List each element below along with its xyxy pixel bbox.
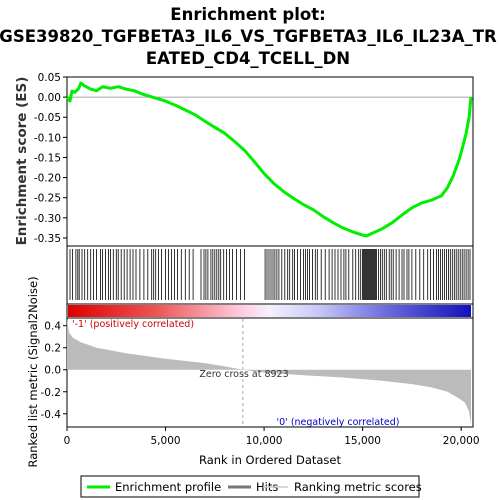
metric-y-axis: 0.4 0.2 0.0 -0.2 -0.4 (41, 321, 67, 421)
es-tick-label: -0.15 (34, 152, 61, 164)
es-panel-frame (66, 76, 474, 247)
metric-panel: 0.4 0.2 0.0 -0.2 -0.4 '-1' (positively corre… (41, 317, 474, 428)
es-panel: 0.05 0.00 -0.05 -0.10 -0.15 -0.20 -0.25 -0.30 -0… (34, 72, 474, 247)
es-tick-label: 0.00 (38, 92, 61, 104)
metric-tick-label: 0.0 (44, 365, 61, 377)
es-y-axis-label: Enrichment score (ES) (14, 77, 30, 246)
metric-y-axis-label: Ranked list metric (Signal2Noise) (26, 276, 40, 467)
es-tick-label: -0.35 (34, 233, 61, 245)
legend: Enrichment profile Hits Ranking metric s… (80, 475, 422, 498)
zero-cross-label: Zero cross at 8923 (199, 369, 288, 380)
x-tick-label: 20,000 (443, 435, 480, 447)
hits-panel (66, 245, 474, 305)
es-tick-label: -0.25 (34, 193, 61, 205)
negative-correlation-label: '0' (negatively correlated) (277, 417, 400, 428)
x-tick-label: 15,000 (344, 435, 381, 447)
x-axis-label: Rank in Ordered Dataset (199, 453, 342, 467)
legend-enrichment-label: Enrichment profile (115, 480, 221, 494)
chart-title-line-3: EATED_CD4_TCELL_DN (146, 49, 350, 68)
legend-ranking-label: Ranking metric scores (294, 480, 422, 494)
enrichment-profile-line (65, 81, 473, 238)
hit-lines (69, 249, 471, 300)
x-axis: 0 5,000 10,000 15,000 20,000 (64, 427, 480, 447)
rank-gradient-bar (68, 305, 472, 317)
ranking-metric-area (67, 319, 471, 425)
es-tick-label: -0.10 (34, 132, 61, 144)
metric-tick-label: -0.4 (41, 409, 62, 421)
chart-title-line-1: Enrichment plot: (170, 5, 325, 24)
metric-tick-label: 0.2 (44, 343, 61, 355)
x-tick-label: 5,000 (151, 435, 181, 447)
metric-panel-frame (66, 317, 474, 428)
positive-correlation-label: '-1' (positively correlated) (72, 319, 194, 330)
x-tick-label: 0 (64, 435, 71, 447)
es-tick-label: 0.05 (38, 72, 61, 84)
metric-tick-label: -0.2 (41, 387, 62, 399)
es-tick-label: -0.05 (34, 112, 61, 124)
es-tick-label: -0.20 (34, 173, 61, 185)
es-tick-label: -0.30 (34, 213, 61, 225)
es-y-axis: 0.05 0.00 -0.05 -0.10 -0.15 -0.20 -0.25 -0.30 -0… (34, 72, 67, 245)
chart-title-line-2: GSE39820_TGFBETA3_IL6_VS_TGFBETA3_IL6_IL… (0, 27, 497, 46)
metric-tick-label: 0.4 (44, 321, 61, 333)
x-tick-label: 10,000 (246, 435, 283, 447)
